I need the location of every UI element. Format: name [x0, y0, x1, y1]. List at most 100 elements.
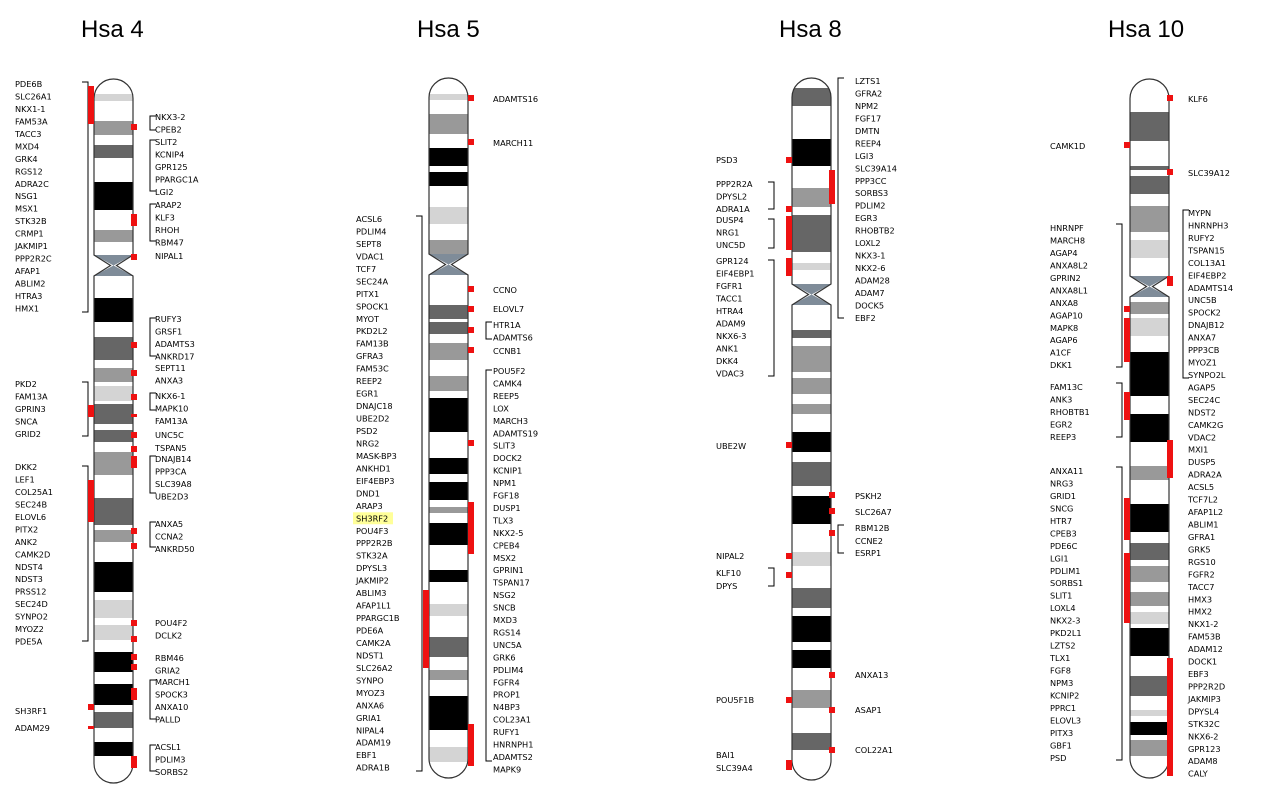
gene-label: AFAP1L1	[356, 601, 391, 611]
gene-label: NKX2-5	[493, 528, 523, 538]
gene-label: MARCH8	[1050, 235, 1085, 245]
chromosome-hsa4	[93, 78, 134, 784]
gene-label: NKX3-1	[855, 251, 885, 261]
chromosome-band	[429, 343, 468, 360]
gene-label: ASAP1	[855, 705, 882, 715]
gene-label: JAKMIP1	[14, 241, 48, 251]
gene-label: SLC26A7	[855, 507, 892, 517]
gene-label: GRK4	[15, 154, 38, 164]
chromosome-band	[792, 616, 831, 642]
gene-label: ANK3	[1050, 394, 1072, 404]
locus-marker	[131, 664, 137, 670]
locus-marker	[1124, 318, 1130, 362]
gene-label: ANKHD1	[356, 463, 391, 473]
gene-label: SORBS2	[155, 767, 188, 777]
gene-label: GRSF1	[155, 326, 182, 336]
gene-label: LOXL2	[855, 238, 881, 248]
gene-label: DMTN	[855, 126, 880, 136]
gene-label: DPYSL3	[356, 563, 387, 573]
chromosome-band	[792, 263, 831, 270]
gene-label: ADAM12	[1188, 644, 1223, 654]
locus-marker	[131, 370, 137, 376]
chromosome-band	[429, 207, 468, 224]
gene-bracket	[837, 524, 844, 554]
gene-label: ADRA2A	[1188, 470, 1222, 480]
gene-label: ANXA6	[356, 700, 384, 710]
gene-label: ANXA8	[1050, 298, 1078, 308]
chromosome-band	[1130, 240, 1169, 258]
gene-label: NPM2	[855, 101, 878, 111]
chromosome-band	[94, 712, 133, 728]
chromosome-band	[1130, 414, 1169, 442]
chromosome-band	[1130, 112, 1169, 141]
gene-label: GRID1	[1050, 491, 1076, 501]
chromosome-band	[94, 94, 133, 101]
chromosome-band	[94, 742, 133, 756]
gene-label: SNCG	[1050, 503, 1073, 513]
gene-label: DPYS	[716, 581, 737, 591]
gene-label: FGF8	[1050, 666, 1071, 676]
gene-label: RHOBTB1	[1050, 407, 1090, 417]
chromosome-band	[1130, 543, 1169, 560]
gene-label: NIPAL1	[155, 251, 183, 261]
locus-marker	[468, 306, 474, 312]
gene-label: ADAMTS19	[493, 428, 538, 438]
gene-label: NPM1	[493, 478, 516, 488]
gene-label: NKX6-3	[716, 331, 746, 341]
gene-label: SLC26A2	[356, 663, 393, 673]
gene-label: SORBS3	[855, 188, 888, 198]
gene-label: TCF7L2	[1187, 495, 1218, 505]
gene-label: PDE6B	[15, 79, 43, 89]
chromosome-band	[94, 182, 133, 210]
gene-label: NRG2	[356, 438, 379, 448]
gene-label: FAM53A	[15, 116, 48, 126]
chromosome-band	[792, 378, 831, 394]
gene-bracket	[149, 679, 156, 720]
gene-label: DUSP4	[716, 215, 744, 225]
gene-label: RGS10	[1188, 557, 1216, 567]
gene-label: FAM13A	[155, 416, 188, 426]
gene-label: DOCK2	[493, 453, 522, 463]
locus-marker	[131, 543, 137, 549]
gene-highlight	[353, 512, 393, 525]
locus-marker	[786, 206, 792, 212]
gene-label: A1CF	[1050, 348, 1072, 358]
gene-label: KLF3	[155, 212, 175, 222]
chromosome-band	[429, 148, 468, 166]
gene-label: CAMK2A	[356, 638, 391, 648]
locus-marker	[88, 405, 94, 417]
chromosome-band	[429, 604, 468, 616]
chromosome-band	[94, 452, 133, 475]
gene-label: NDST2	[1188, 407, 1216, 417]
gene-label: GFRA2	[855, 88, 882, 98]
chromosome-band	[429, 482, 468, 500]
gene-label: MYOT	[356, 314, 380, 324]
gene-label: UBE2D2	[356, 414, 390, 424]
chromosome-outline	[791, 77, 832, 781]
gene-label: GRK6	[493, 652, 516, 662]
gene-label: SPOCK3	[155, 689, 188, 699]
gene-label: DKK2	[15, 462, 37, 472]
gene-label: PITX3	[1050, 728, 1073, 738]
gene-label: PDLIM2	[855, 201, 886, 211]
gene-label: ADAM9	[716, 318, 746, 328]
locus-marker	[131, 394, 137, 400]
gene-label: AFAP1L2	[1188, 507, 1223, 517]
gene-label: PPP2R2A	[716, 179, 753, 189]
gene-label: PDLIM1	[1050, 566, 1081, 576]
gene-label: CALY	[1188, 769, 1209, 779]
gene-label: PDLIM4	[493, 665, 524, 675]
gene-label: MASK-BP3	[356, 451, 397, 461]
gene-label: CCNB1	[493, 346, 521, 356]
chromosome-band	[1130, 722, 1169, 735]
gene-label: LZTS2	[1050, 641, 1076, 651]
locus-marker	[131, 636, 137, 642]
locus-marker	[88, 704, 94, 710]
gene-label: LOX	[493, 403, 509, 413]
gene-label: UNC5C	[155, 430, 184, 440]
locus-marker	[88, 480, 94, 522]
gene-label: AGAP10	[1050, 310, 1083, 320]
gene-label: PKD2L1	[1050, 628, 1082, 638]
gene-label: PDLIM4	[356, 226, 387, 236]
gene-label: PDE6C	[1050, 541, 1078, 551]
